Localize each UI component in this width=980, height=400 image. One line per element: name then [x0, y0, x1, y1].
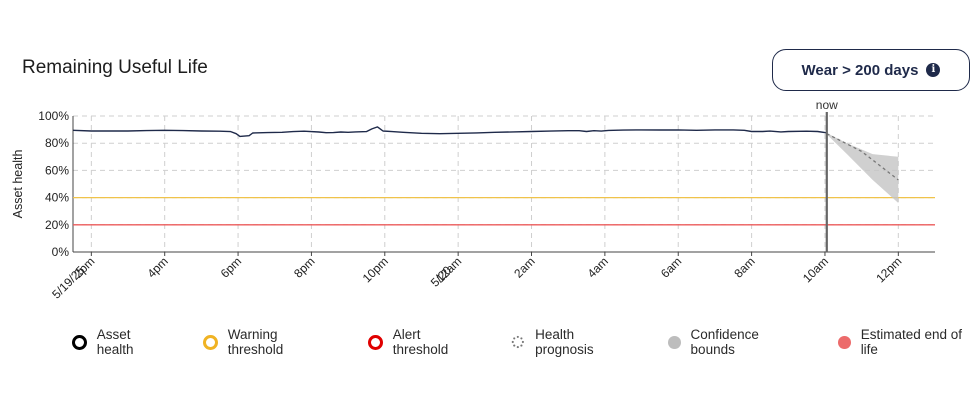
confidence-bounds-band: [826, 133, 899, 203]
x-tick-label: 2am: [511, 254, 537, 280]
legend-marker: [367, 334, 383, 350]
legend: Asset health Warning threshold Alert thres…: [72, 327, 980, 357]
asset-health-line: [72, 126, 827, 138]
legend-item: Health prognosis: [511, 327, 633, 357]
x-tick-label: 6pm: [218, 254, 244, 280]
y-tick-label: 40%: [45, 191, 69, 205]
legend-label: Health prognosis: [535, 327, 594, 357]
health-prognosis-line: [826, 133, 899, 181]
legend-item: Alert threshold: [367, 327, 477, 357]
x-tick-label: 4am: [585, 254, 611, 280]
x-tick-label: 4pm: [144, 254, 170, 280]
info-icon[interactable]: i: [926, 63, 941, 77]
y-tick-label: 80%: [45, 136, 69, 150]
y-tick-label: 100%: [38, 109, 69, 123]
x-tick-label: 10am: [800, 254, 831, 285]
legend-marker: [838, 335, 851, 349]
legend-marker: [72, 334, 87, 350]
legend-label: Confidence bounds: [690, 327, 759, 357]
legend-marker: [512, 335, 525, 349]
x-tick-label: 6am: [658, 254, 684, 280]
x-tick-label: 5/19/25: [49, 263, 87, 301]
legend-marker: [667, 335, 681, 349]
legend-item: Asset health: [72, 327, 169, 357]
y-axis-label: Asset health: [11, 150, 25, 219]
x-tick-label: 8pm: [291, 254, 317, 280]
x-tick-label: 8am: [731, 254, 757, 280]
y-tick-label: 0%: [52, 245, 70, 259]
legend-label: Warning threshold: [227, 327, 284, 357]
legend-item: Warning threshold: [203, 327, 334, 357]
x-tick-label: 10pm: [360, 254, 391, 285]
legend-label: Asset health: [96, 327, 134, 357]
legend-label: Estimated end of life: [860, 327, 962, 357]
wear-filter-label: Wear > 200 days: [801, 61, 919, 79]
legend-marker: [203, 334, 218, 350]
legend-item: Estimated end of life: [838, 327, 980, 357]
rul-chart: 0%20%40%60%80%100%Asset health2pm5/19/25…: [11, 98, 935, 301]
y-tick-label: 20%: [45, 218, 69, 232]
y-tick-label: 60%: [45, 163, 69, 177]
page-title: Remaining Useful Life: [22, 57, 208, 78]
legend-label: Alert threshold: [392, 327, 449, 357]
legend-item: Confidence bounds: [667, 327, 804, 357]
now-label: now: [816, 98, 838, 112]
x-tick-label: 12pm: [873, 254, 904, 285]
wear-filter-button[interactable]: Wear > 200 days i: [772, 49, 970, 91]
